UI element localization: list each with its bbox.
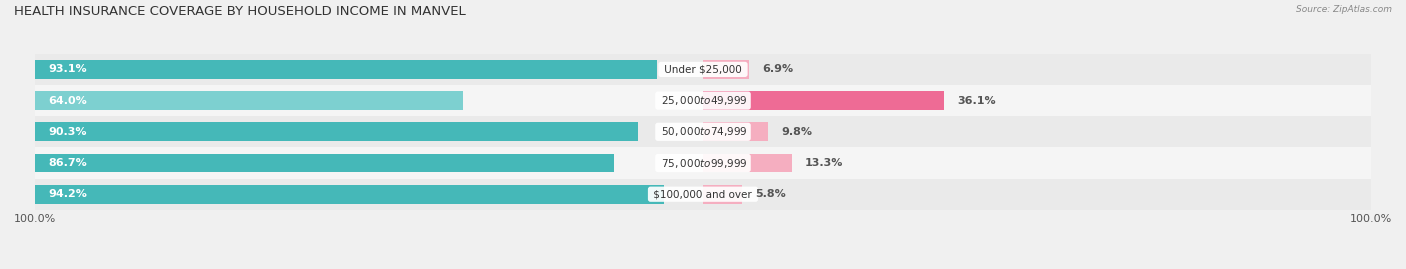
Text: Source: ZipAtlas.com: Source: ZipAtlas.com — [1296, 5, 1392, 14]
Text: 13.3%: 13.3% — [806, 158, 844, 168]
Bar — [35, 179, 1371, 210]
Text: $100,000 and over: $100,000 and over — [651, 189, 755, 199]
Bar — [703, 154, 792, 172]
Text: $25,000 to $49,999: $25,000 to $49,999 — [658, 94, 748, 107]
Bar — [35, 122, 638, 141]
Text: 64.0%: 64.0% — [48, 95, 87, 106]
Bar — [35, 154, 614, 172]
Text: HEALTH INSURANCE COVERAGE BY HOUSEHOLD INCOME IN MANVEL: HEALTH INSURANCE COVERAGE BY HOUSEHOLD I… — [14, 5, 465, 18]
Text: 93.1%: 93.1% — [48, 64, 87, 75]
Text: 36.1%: 36.1% — [957, 95, 995, 106]
Bar — [35, 54, 1371, 85]
Text: 6.9%: 6.9% — [762, 64, 793, 75]
Bar — [703, 91, 943, 110]
Bar — [35, 60, 657, 79]
Text: $50,000 to $74,999: $50,000 to $74,999 — [658, 125, 748, 138]
Text: 5.8%: 5.8% — [755, 189, 786, 199]
Bar — [35, 116, 1371, 147]
Legend: With Coverage, Without Coverage: With Coverage, Without Coverage — [582, 266, 824, 269]
Text: 90.3%: 90.3% — [48, 127, 87, 137]
Bar — [35, 185, 664, 204]
Bar — [35, 85, 1371, 116]
Text: 94.2%: 94.2% — [48, 189, 87, 199]
Bar — [703, 185, 742, 204]
Text: 9.8%: 9.8% — [782, 127, 813, 137]
Bar — [703, 60, 749, 79]
Text: $75,000 to $99,999: $75,000 to $99,999 — [658, 157, 748, 169]
Bar — [703, 122, 769, 141]
Text: 86.7%: 86.7% — [48, 158, 87, 168]
Bar — [35, 91, 463, 110]
Text: Under $25,000: Under $25,000 — [661, 64, 745, 75]
Bar — [35, 147, 1371, 179]
